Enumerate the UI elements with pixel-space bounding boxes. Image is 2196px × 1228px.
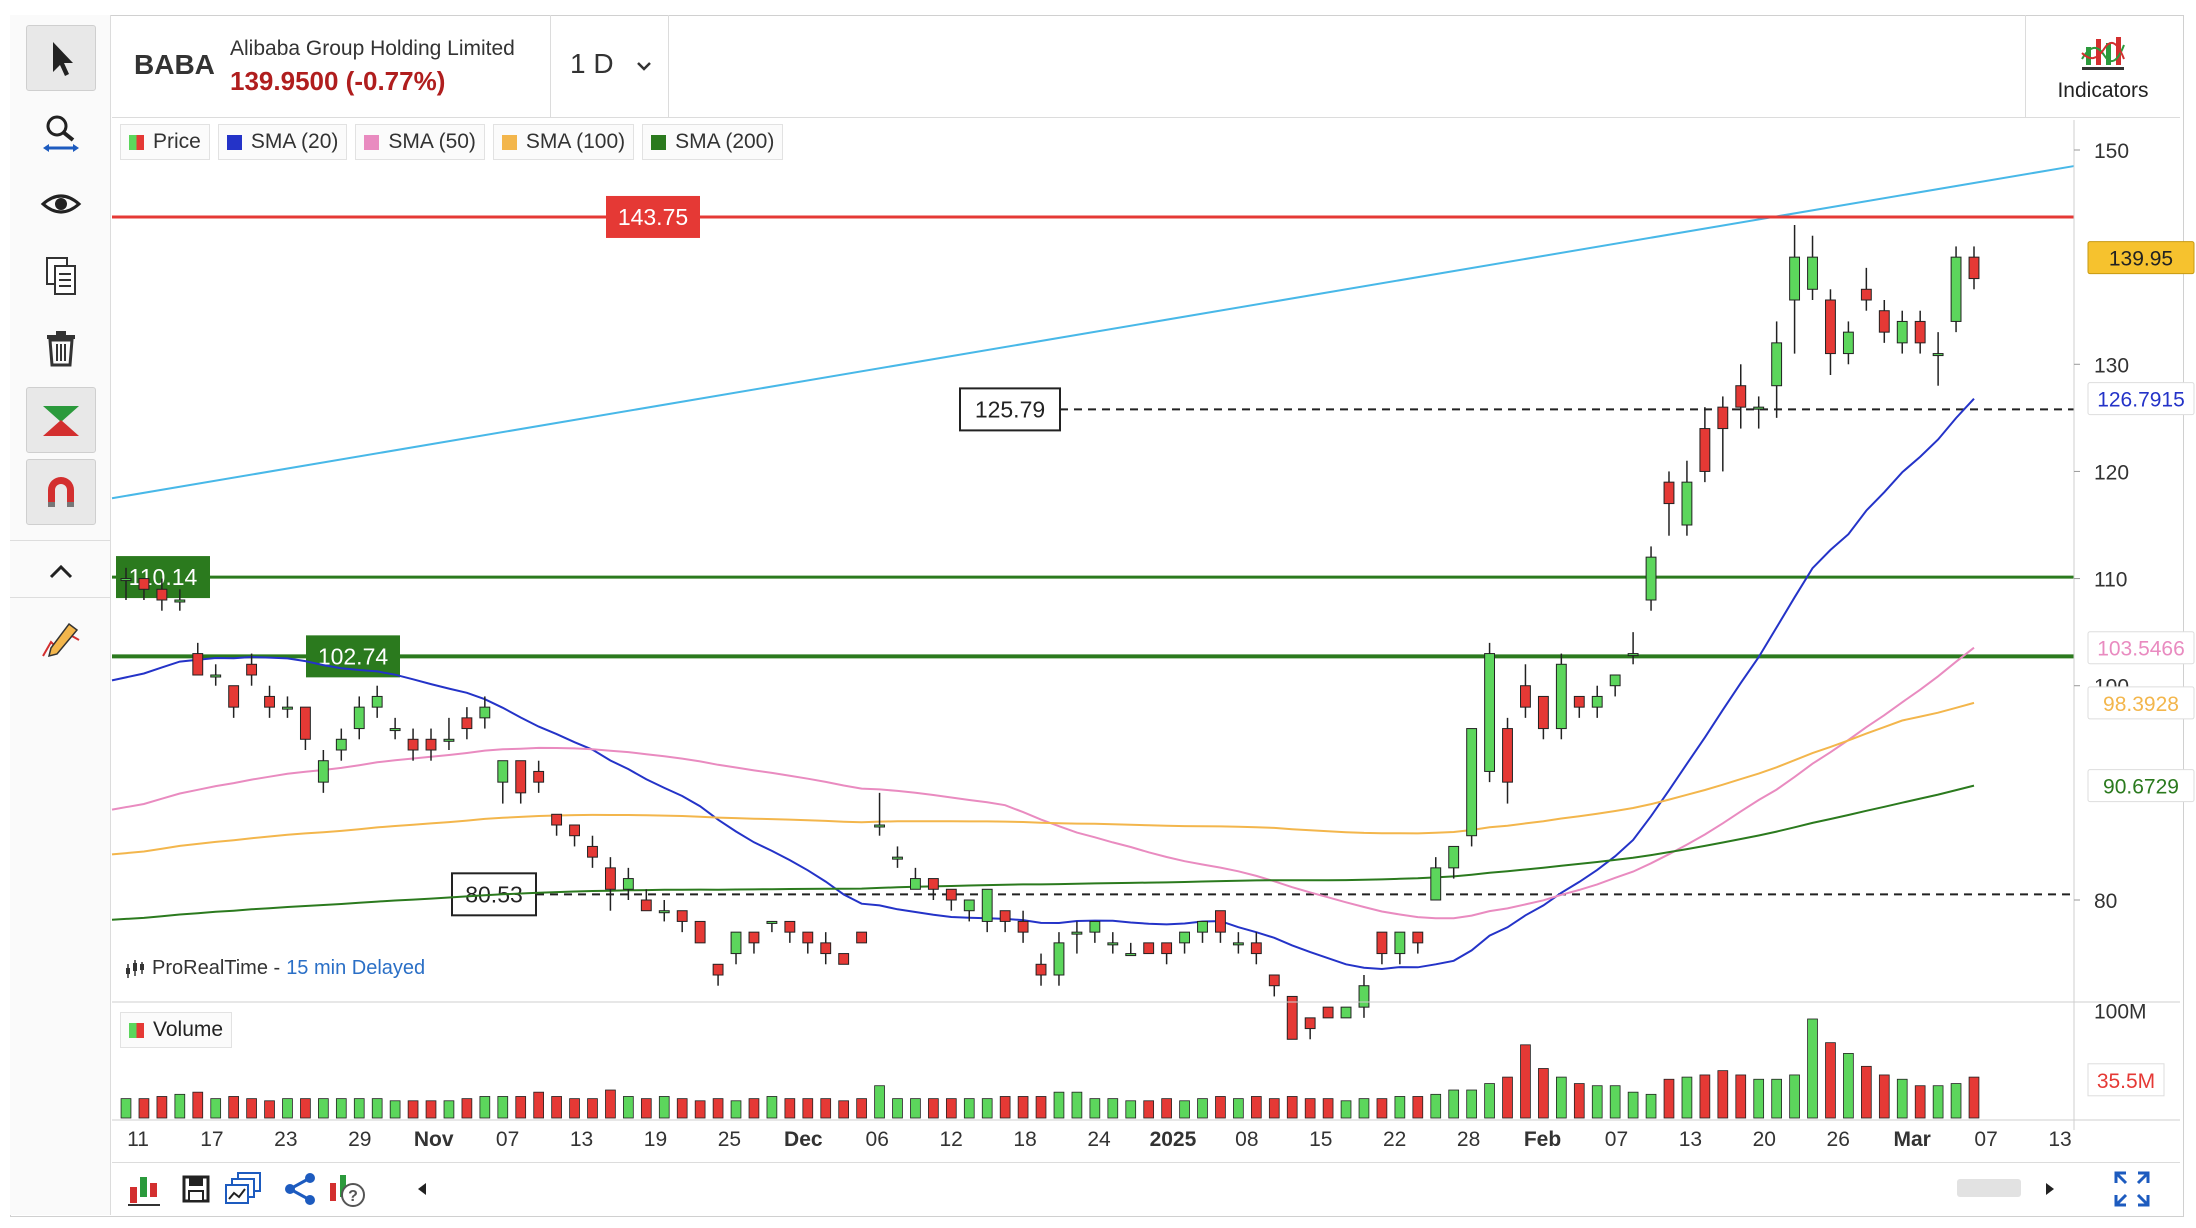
legend-price[interactable]: Price bbox=[120, 124, 210, 160]
data-credit: ProRealTime - 15 min Delayed bbox=[124, 957, 425, 980]
zoom-tool[interactable] bbox=[26, 99, 96, 165]
chart-header: BABA Alibaba Group Holding Limited 139.9… bbox=[112, 15, 2180, 118]
scroll-left-icon[interactable] bbox=[402, 1169, 442, 1209]
pencil-icon bbox=[42, 622, 80, 658]
volume-legend[interactable]: Volume bbox=[120, 1012, 233, 1048]
help-icon[interactable]: ? bbox=[326, 1169, 366, 1209]
legend-swatch bbox=[129, 1022, 144, 1038]
bottom-toolbar: ? bbox=[112, 1162, 2180, 1215]
legend-swatch bbox=[226, 134, 242, 150]
timeframe-value: 1 D bbox=[570, 48, 614, 79]
chart-frame bbox=[10, 15, 2184, 1217]
indicator-legend: Price SMA (20) SMA (50) SMA (100) SMA (2… bbox=[120, 124, 784, 160]
fullscreen-icon[interactable] bbox=[2112, 1169, 2152, 1209]
legend-swatch bbox=[129, 134, 144, 150]
chart-type-icon[interactable] bbox=[124, 1169, 164, 1209]
legend-swatch bbox=[501, 134, 517, 150]
legend-label: Price bbox=[153, 130, 201, 153]
chevron-down-icon bbox=[637, 62, 652, 71]
company-name: Alibaba Group Holding Limited bbox=[230, 37, 515, 60]
ticker-symbol[interactable]: BABA bbox=[134, 49, 215, 80]
horizontal-scrollbar[interactable] bbox=[1957, 1179, 2021, 1197]
credit-source: ProRealTime - bbox=[152, 957, 281, 979]
copy-icon bbox=[46, 257, 76, 295]
drawing-pencil-tool[interactable] bbox=[26, 607, 96, 673]
delete-tool[interactable] bbox=[26, 315, 96, 381]
legend-sma200[interactable]: SMA (200) bbox=[642, 124, 784, 160]
indicators-button[interactable]: Indicators bbox=[2025, 15, 2180, 117]
trash-icon bbox=[47, 331, 75, 367]
cursor-icon bbox=[53, 42, 73, 76]
eye-icon bbox=[40, 194, 82, 214]
legend-sma20[interactable]: SMA (20) bbox=[217, 124, 348, 160]
trend-icon bbox=[43, 406, 79, 436]
copy-tool[interactable] bbox=[26, 243, 96, 309]
share-icon[interactable] bbox=[280, 1169, 320, 1209]
scroll-right-icon[interactable] bbox=[2030, 1169, 2070, 1209]
timeframe-selector[interactable]: 1 D bbox=[570, 48, 653, 80]
drawing-toolbar bbox=[10, 15, 111, 1215]
collapse-toolbar-button[interactable] bbox=[26, 548, 96, 594]
chevron-up-icon bbox=[49, 564, 73, 579]
magnet-icon bbox=[48, 477, 74, 507]
credit-delay: 15 min Delayed bbox=[286, 957, 426, 979]
zoom-icon bbox=[43, 115, 79, 152]
layout-icon[interactable] bbox=[224, 1169, 264, 1209]
legend-swatch bbox=[651, 134, 667, 150]
legend-label: SMA (20) bbox=[250, 130, 339, 153]
volume-label: Volume bbox=[153, 1018, 224, 1041]
legend-sma50[interactable]: SMA (50) bbox=[355, 124, 485, 160]
save-icon[interactable] bbox=[176, 1169, 216, 1209]
magnet-tool[interactable] bbox=[26, 459, 96, 525]
trend-tool[interactable] bbox=[26, 387, 96, 453]
indicators-label: Indicators bbox=[2057, 79, 2149, 102]
legend-swatch bbox=[364, 134, 380, 150]
cursor-tool[interactable] bbox=[26, 25, 96, 91]
last-price: 139.9500 (-0.77%) bbox=[230, 66, 446, 96]
indicators-icon bbox=[2081, 37, 2125, 70]
svg-text:?: ? bbox=[348, 1188, 358, 1205]
legend-label: SMA (50) bbox=[388, 130, 476, 153]
legend-label: SMA (200) bbox=[675, 130, 775, 153]
candles-icon bbox=[126, 959, 144, 978]
legend-sma100[interactable]: SMA (100) bbox=[492, 124, 635, 160]
legend-label: SMA (100) bbox=[525, 130, 626, 153]
visibility-tool[interactable] bbox=[26, 171, 96, 237]
